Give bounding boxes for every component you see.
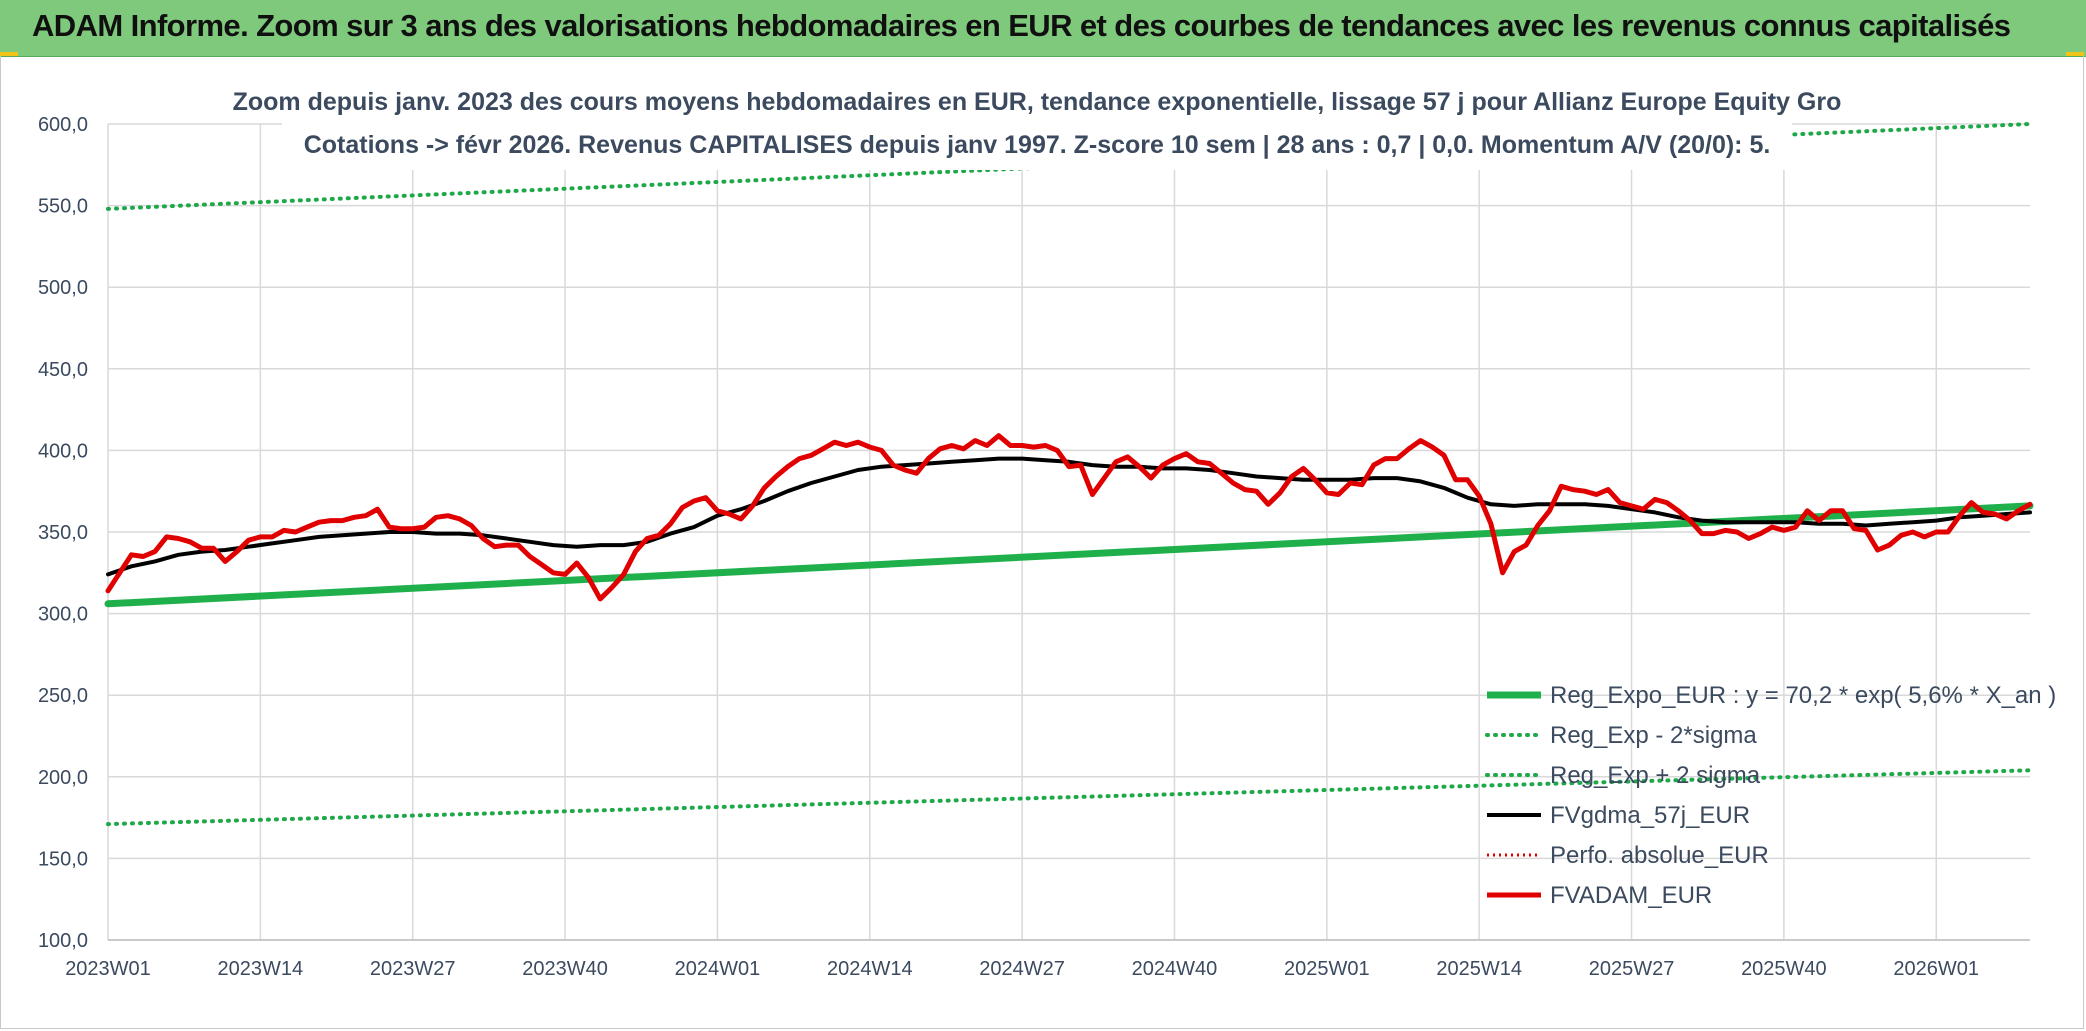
header-bar: ADAM Informe. Zoom sur 3 ans des valoris… <box>0 0 2086 57</box>
x-tick-label: 2025W01 <box>1284 958 1370 980</box>
legend-item-reg-upper: Reg_Exp + 2 sigma <box>1485 762 1761 789</box>
legend-item-reg-expo: Reg_Expo_EUR : y = 70,2 * exp( 5,6% * X_… <box>1487 682 2056 709</box>
legend-label: Reg_Exp - 2*sigma <box>1550 722 1757 749</box>
fvadam-line <box>105 433 2033 602</box>
y-axis: 100,0 150,0 200,0 250,0 300,0 350,0 400,0 450,0… <box>38 114 88 952</box>
legend-item-reg-lower: Reg_Exp - 2*sigma <box>1485 722 1757 749</box>
legend: Reg_Expo_EUR : y = 70,2 * exp( 5,6% * X_… <box>1485 682 2056 909</box>
legend-label: Reg_Expo_EUR : y = 70,2 * exp( 5,6% * X_… <box>1550 682 2056 709</box>
x-tick-label: 2023W01 <box>65 958 151 980</box>
x-tick-label: 2026W01 <box>1893 958 1979 980</box>
y-tick-label: 150,0 <box>38 848 88 870</box>
corner-mark-right <box>2066 52 2084 56</box>
chart-title-line-2: Cotations -> févr 2026. Revenus CAPITALI… <box>304 131 1771 159</box>
y-tick-label: 200,0 <box>38 767 88 789</box>
legend-item-fvgdma: FVgdma_57j_EUR <box>1487 802 1750 829</box>
y-tick-label: 550,0 <box>38 196 88 218</box>
title-background <box>282 78 1792 170</box>
x-tick-label: 2024W14 <box>827 958 913 980</box>
chart-title: Zoom depuis janv. 2023 des cours moyens … <box>233 78 1842 170</box>
chart-title-line-1: Zoom depuis janv. 2023 des cours moyens … <box>233 88 1842 116</box>
reg-lower-band-line <box>106 768 2032 827</box>
corner-mark-left <box>0 52 18 56</box>
x-tick-label: 2023W14 <box>218 958 304 980</box>
legend-item-fvadam: FVADAM_EUR <box>1487 882 1712 909</box>
x-tick-label: 2023W27 <box>370 958 456 980</box>
y-tick-label: 600,0 <box>38 114 88 136</box>
legend-label: FVADAM_EUR <box>1550 882 1712 909</box>
fvgdma-line <box>106 456 2032 577</box>
y-tick-label: 100,0 <box>38 930 88 952</box>
x-tick-label: 2025W27 <box>1589 958 1675 980</box>
header-title: ADAM Informe. Zoom sur 3 ans des valoris… <box>32 8 2011 43</box>
x-tick-label: 2024W27 <box>979 958 1065 980</box>
y-tick-label: 350,0 <box>38 522 88 544</box>
legend-label: Perfo. absolue_EUR <box>1550 842 1769 869</box>
x-tick-label: 2023W40 <box>522 958 608 980</box>
legend-item-perfo: Perfo. absolue_EUR <box>1487 842 1769 869</box>
x-tick-label: 2024W40 <box>1132 958 1218 980</box>
y-tick-label: 500,0 <box>38 277 88 299</box>
chart-frame <box>0 56 2084 1029</box>
x-axis: 2023W01 2023W14 2023W27 2023W40 2024W01 2024W… <box>65 939 2030 980</box>
y-tick-label: 300,0 <box>38 604 88 626</box>
y-tick-label: 400,0 <box>38 440 88 462</box>
x-tick-label: 2025W14 <box>1436 958 1522 980</box>
y-tick-label: 450,0 <box>38 359 88 381</box>
y-tick-label: 250,0 <box>38 685 88 707</box>
legend-label: FVgdma_57j_EUR <box>1550 802 1750 829</box>
series-layer <box>104 122 2034 827</box>
legend-label: Reg_Exp + 2 sigma <box>1550 762 1761 789</box>
x-tick-label: 2025W40 <box>1741 958 1827 980</box>
x-tick-label: 2024W01 <box>675 958 761 980</box>
